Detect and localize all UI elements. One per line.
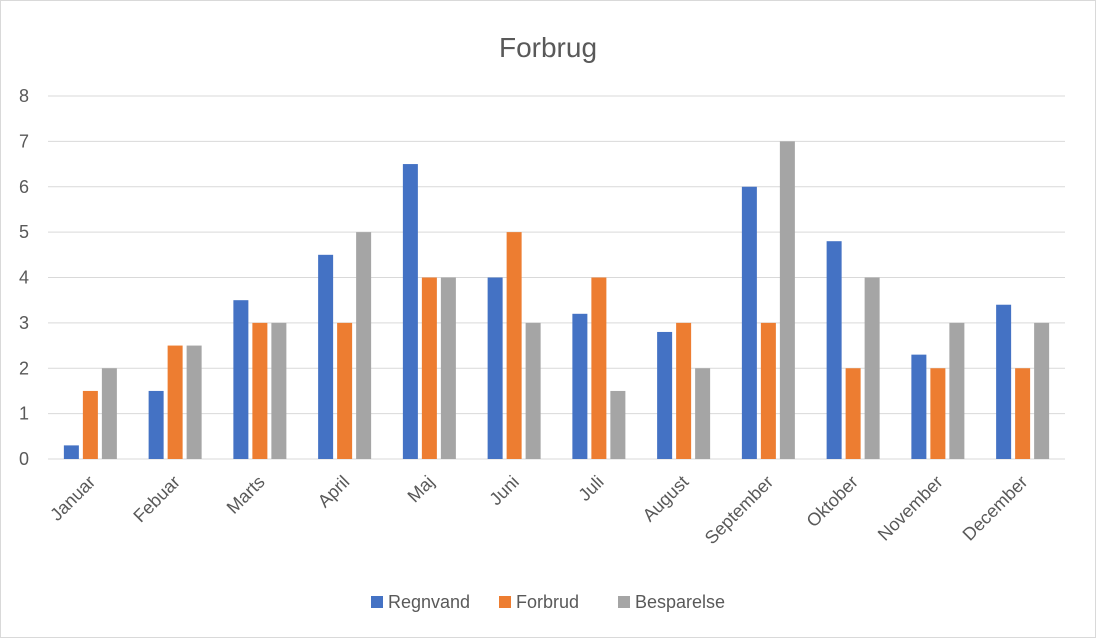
y-axis: 0 1 2 3 4 5 6 7 8	[19, 86, 29, 469]
x-tick-label: Febuar	[129, 472, 183, 526]
y-tick-label: 4	[19, 268, 29, 288]
bar-regnvand-juni	[488, 278, 503, 460]
x-tick-label: Juni	[485, 472, 522, 509]
bar-besparelse-december	[1034, 323, 1049, 459]
x-axis: Januar Febuar Marts April Maj Juni Juli August S…	[46, 472, 1031, 548]
x-tick-label: Juli	[574, 472, 607, 505]
bar-forbrud-juli	[591, 278, 606, 460]
bar-regnvand-marts	[233, 300, 248, 459]
bar-regnvand-august	[657, 332, 672, 459]
bar-forbrud-januar	[83, 391, 98, 459]
bar-forbrud-oktober	[846, 368, 861, 459]
x-tick-label: Maj	[404, 472, 439, 507]
legend-swatch-regnvand	[371, 596, 383, 608]
bar-forbrud-august	[676, 323, 691, 459]
bar-besparelse-november	[949, 323, 964, 459]
y-tick-label: 3	[19, 313, 29, 333]
y-tick-label: 7	[19, 131, 29, 151]
x-tick-label: December	[959, 472, 1032, 545]
legend-label-regnvand: Regnvand	[388, 592, 470, 612]
bar-besparelse-september	[780, 141, 795, 459]
bar-forbrud-juni	[507, 232, 522, 459]
bar-regnvand-oktober	[827, 241, 842, 459]
x-tick-label: September	[701, 472, 777, 548]
y-tick-label: 0	[19, 449, 29, 469]
bar-forbrud-febuar	[168, 346, 183, 459]
x-tick-label: August	[639, 472, 693, 526]
x-tick-label: Januar	[46, 472, 99, 525]
bar-forbrud-december	[1015, 368, 1030, 459]
x-tick-label: Marts	[223, 472, 269, 518]
chart-title: Forbrug	[499, 32, 597, 63]
bar-besparelse-juli	[610, 391, 625, 459]
x-tick-label: Oktober	[803, 472, 862, 531]
bar-besparelse-oktober	[865, 278, 880, 460]
bar-forbrud-marts	[252, 323, 267, 459]
legend-label-forbrud: Forbrud	[516, 592, 579, 612]
bar-besparelse-april	[356, 232, 371, 459]
bar-besparelse-juni	[526, 323, 541, 459]
legend-label-besparelse: Besparelse	[635, 592, 725, 612]
bar-forbrud-maj	[422, 278, 437, 460]
bar-regnvand-januar	[64, 445, 79, 459]
bar-besparelse-maj	[441, 278, 456, 460]
y-tick-label: 8	[19, 86, 29, 106]
bar-forbrud-september	[761, 323, 776, 459]
y-tick-label: 5	[19, 222, 29, 242]
bar-regnvand-febuar	[149, 391, 164, 459]
legend-swatch-forbrud	[499, 596, 511, 608]
bar-regnvand-april	[318, 255, 333, 459]
y-tick-label: 6	[19, 177, 29, 197]
bar-besparelse-febuar	[187, 346, 202, 459]
bar-forbrud-april	[337, 323, 352, 459]
bars	[64, 141, 1049, 459]
bar-regnvand-september	[742, 187, 757, 459]
x-tick-label: November	[874, 472, 947, 545]
bar-forbrud-november	[930, 368, 945, 459]
bar-regnvand-november	[911, 355, 926, 459]
bar-regnvand-maj	[403, 164, 418, 459]
bar-besparelse-august	[695, 368, 710, 459]
y-tick-label: 1	[19, 404, 29, 424]
y-tick-label: 2	[19, 358, 29, 378]
x-tick-label: April	[314, 472, 354, 512]
legend: Regnvand Forbrud Besparelse	[371, 592, 725, 612]
legend-swatch-besparelse	[618, 596, 630, 608]
bar-regnvand-december	[996, 305, 1011, 459]
bar-regnvand-juli	[572, 314, 587, 459]
bar-besparelse-januar	[102, 368, 117, 459]
bar-besparelse-marts	[271, 323, 286, 459]
